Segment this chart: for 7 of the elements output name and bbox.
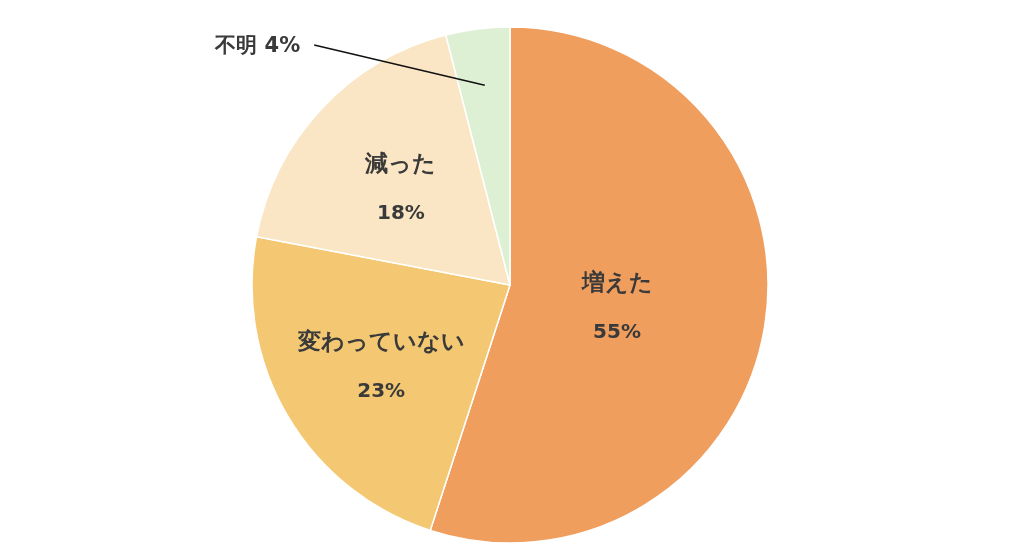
slice-label: 不明 4%: [214, 33, 301, 58]
slice-label: 増えた: [580, 268, 653, 295]
data-label: 23%: [357, 378, 406, 403]
slice-label: 減った: [364, 149, 437, 176]
data-label: 55%: [593, 318, 641, 343]
data-label: 18%: [376, 199, 425, 224]
slice-label: 変わっていない: [296, 328, 465, 355]
